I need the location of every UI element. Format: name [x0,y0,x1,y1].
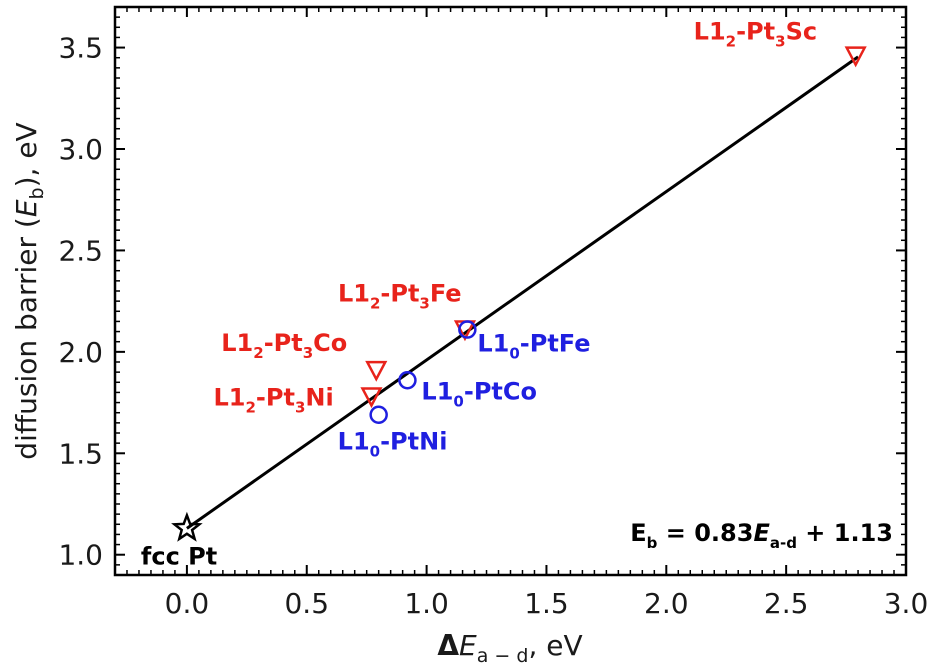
circle-marker [369,405,388,424]
point-label: fcc Pt [141,542,217,570]
y-tick-label: 2.5 [58,234,103,267]
point-label: L12-Pt3Sc [694,18,817,51]
triangle-marker [360,387,383,409]
x-tick-label: 1.0 [404,587,449,620]
x-tick-label: 2.5 [764,587,809,620]
y-tick-label: 3.0 [58,133,103,166]
x-tick-label: 3.0 [884,587,929,620]
point-label: L12-Pt3Co [221,329,347,362]
x-axis-title: ΔEa − d, eV [437,629,582,666]
triangle-marker [844,46,867,68]
plot-frame [113,5,908,577]
data-markers [171,46,867,542]
x-tick-label: 2.0 [644,587,689,620]
point-label: L12-Pt3Fe [338,280,462,313]
circle-marker [398,371,417,390]
y-axis-title: diffusion barrier (Eb), eV [10,122,48,459]
star-marker [171,511,203,542]
point-label: L12-Pt3Ni [213,383,333,416]
equation-label: Eb = 0.83Ea-d + 1.13 [630,519,893,552]
tick-labels: 0.0 0.5 1.0 1.5 2.0 2.5 3.0 1.0 1.5 2.0 2.5 3.0 3.5 [58,32,928,620]
point-label: L10-PtCo [421,377,537,410]
point-labels: fcc Pt L12-Pt3Ni L12-Pt3Co L12-Pt3Fe L12-Pt3… [141,18,817,571]
circle-marker [458,320,477,339]
y-tick-label: 1.5 [58,437,103,470]
point-label: L10-PtFe [477,330,590,363]
x-tick-label: 1.5 [524,587,569,620]
y-tick-label: 1.0 [58,539,103,572]
y-tick-label: 3.5 [58,32,103,65]
x-tick-label: 0.5 [284,587,329,620]
fit-line [186,55,859,530]
x-tick-label: 0.0 [165,587,210,620]
axis-ticks [114,6,907,576]
y-tick-label: 2.0 [58,336,103,369]
triangle-marker [365,360,388,382]
point-label: L10-PtNi [338,428,448,461]
